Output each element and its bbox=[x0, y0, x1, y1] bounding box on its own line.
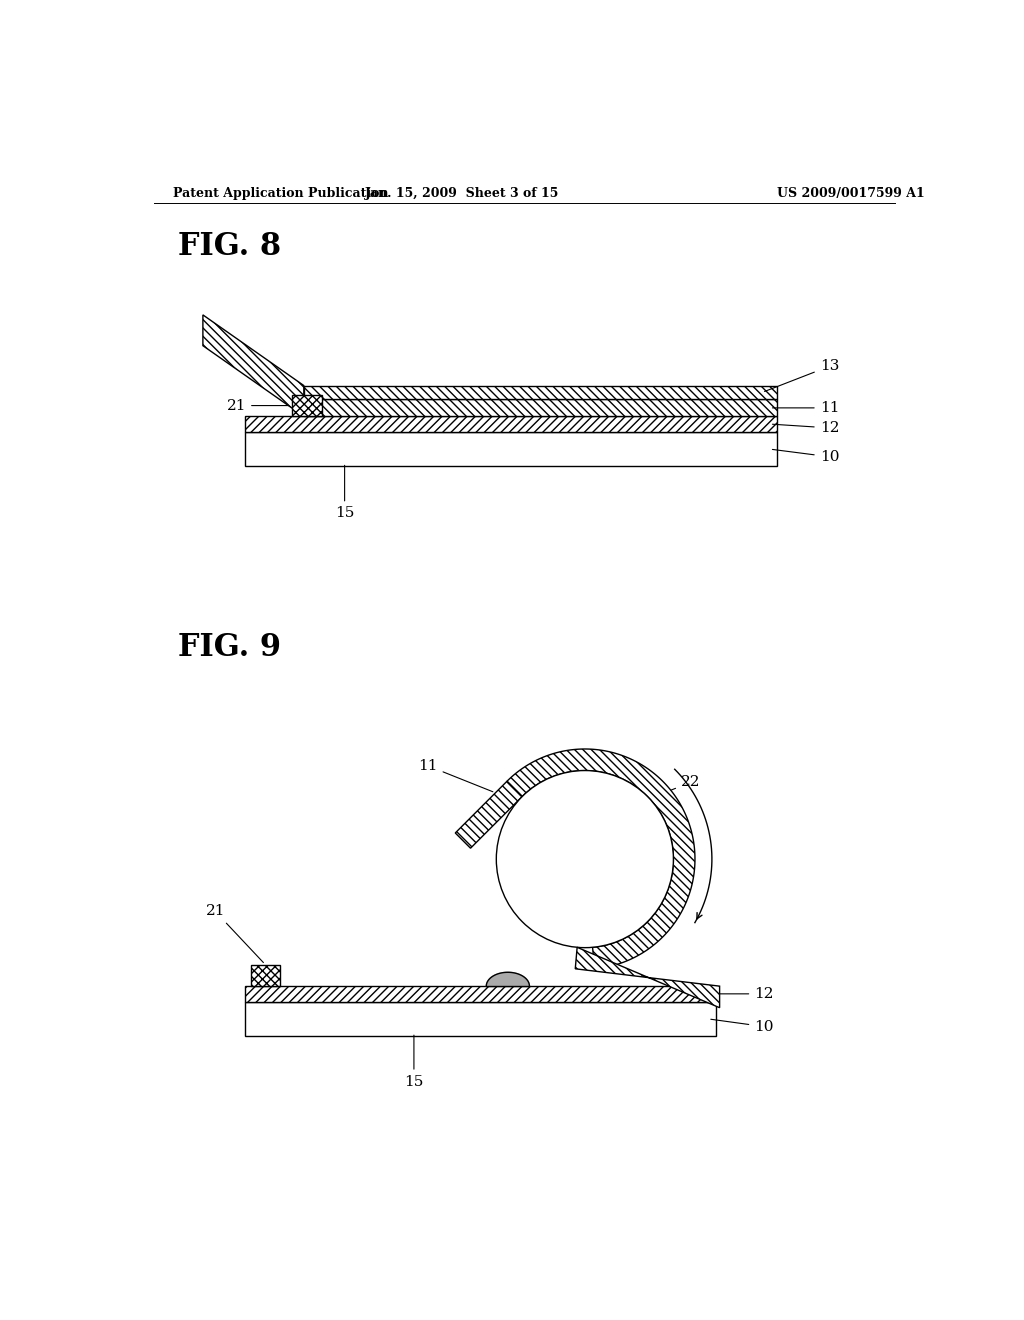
Circle shape bbox=[497, 771, 674, 948]
Bar bbox=[245, 416, 777, 432]
Polygon shape bbox=[507, 748, 695, 969]
Text: 21: 21 bbox=[226, 399, 290, 413]
Text: 12: 12 bbox=[711, 987, 774, 1001]
Text: 15: 15 bbox=[335, 466, 354, 520]
Text: 13: 13 bbox=[465, 784, 521, 824]
Text: 11: 11 bbox=[418, 759, 493, 792]
Text: Patent Application Publication: Patent Application Publication bbox=[173, 186, 388, 199]
Bar bbox=[245, 432, 777, 466]
Polygon shape bbox=[575, 948, 720, 1007]
Bar bbox=[304, 385, 777, 400]
Text: 10: 10 bbox=[711, 1019, 774, 1034]
Text: 11: 11 bbox=[772, 401, 840, 414]
Text: FIG. 8: FIG. 8 bbox=[178, 231, 282, 263]
Polygon shape bbox=[456, 781, 522, 849]
Bar bbox=[304, 400, 777, 416]
Text: 21: 21 bbox=[206, 904, 263, 962]
Text: US 2009/0017599 A1: US 2009/0017599 A1 bbox=[777, 186, 925, 199]
Polygon shape bbox=[486, 973, 529, 986]
Text: 12: 12 bbox=[772, 421, 840, 434]
Bar bbox=[292, 395, 322, 416]
Bar bbox=[251, 965, 280, 986]
Text: 22: 22 bbox=[645, 775, 700, 800]
Text: FIG. 9: FIG. 9 bbox=[178, 632, 282, 663]
Text: 15: 15 bbox=[404, 1035, 424, 1089]
Text: 13: 13 bbox=[765, 359, 839, 392]
Polygon shape bbox=[203, 315, 304, 416]
Text: 10: 10 bbox=[772, 449, 840, 463]
Bar bbox=[245, 986, 716, 1002]
Text: Jan. 15, 2009  Sheet 3 of 15: Jan. 15, 2009 Sheet 3 of 15 bbox=[365, 186, 559, 199]
Bar bbox=[245, 1002, 716, 1036]
